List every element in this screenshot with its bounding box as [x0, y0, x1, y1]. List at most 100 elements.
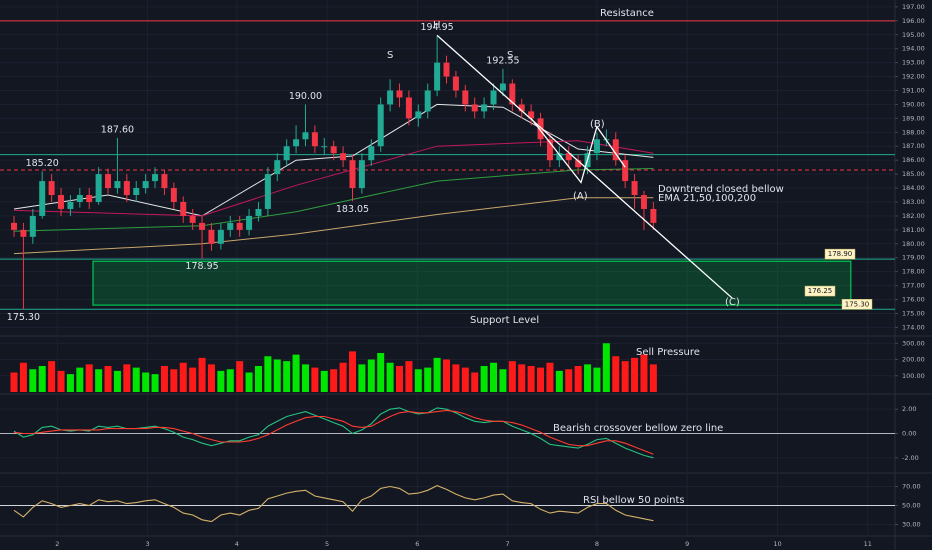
volume-bar	[142, 372, 150, 392]
volume-bar	[198, 357, 206, 392]
annotation: Downtrend closed bellow	[658, 184, 784, 195]
candle-body	[189, 215, 196, 223]
volume-bar	[358, 364, 366, 392]
candle-body	[11, 222, 18, 230]
volume-bar	[396, 366, 404, 392]
candle-body	[368, 146, 375, 161]
candle-body	[48, 181, 55, 196]
y-tick-label: -2.00	[902, 454, 919, 462]
candle-body	[142, 181, 149, 189]
volume-bar	[29, 369, 37, 392]
y-tick-label: 185.00	[902, 170, 925, 178]
candle-body	[546, 139, 553, 161]
y-tick-label: 197.00	[902, 3, 925, 11]
volume-bar	[57, 370, 65, 392]
trend-line	[436, 34, 733, 299]
volume-bar	[273, 359, 281, 392]
volume-bar	[386, 362, 394, 392]
y-tick-label: 200.00	[902, 356, 925, 364]
y-tick-label: 178.00	[902, 268, 925, 276]
x-tick-label: 2	[55, 540, 59, 548]
y-tick-label: 70.00	[902, 483, 921, 491]
y-tick-label: 174.00	[902, 323, 925, 331]
candle-body	[133, 188, 140, 196]
candle-body	[86, 195, 93, 202]
volume-bar	[179, 362, 187, 392]
y-tick-label: 180.00	[902, 240, 925, 248]
candle-body	[199, 222, 206, 230]
annotation: Sell Pressure	[636, 347, 700, 358]
volume-bar	[574, 366, 582, 392]
annotation: EMA 21,50,100,200	[658, 193, 756, 204]
candle-body	[39, 181, 46, 216]
candle-body	[565, 153, 572, 161]
y-tick-label: 30.00	[902, 521, 921, 529]
volume-bar	[104, 366, 112, 392]
annotation: S	[507, 50, 513, 61]
price-label: 178.95	[185, 261, 218, 272]
y-tick-label: 186.00	[902, 156, 925, 164]
volume-bar	[508, 361, 516, 392]
volume-bar	[113, 370, 121, 392]
candle-body	[340, 153, 347, 161]
annotation: (B)	[590, 119, 605, 130]
price-tag-box	[804, 285, 836, 297]
candle-body	[227, 222, 234, 230]
candle-body	[67, 201, 74, 209]
price-label: 187.60	[101, 124, 134, 135]
candle-body	[396, 90, 403, 98]
candle-body	[462, 90, 469, 105]
volume-bar	[217, 370, 225, 392]
support-zone	[92, 260, 852, 306]
y-tick-label: 187.00	[902, 142, 925, 150]
candle-body	[575, 160, 582, 168]
price-label: 192.55	[486, 55, 519, 66]
candle-body	[236, 222, 243, 230]
volume-bar	[471, 372, 479, 392]
x-tick-label: 5	[325, 540, 329, 548]
candle-body	[640, 195, 647, 209]
candle-body	[76, 195, 83, 202]
x-tick-label: 10	[773, 540, 781, 548]
volume-bar	[66, 374, 74, 392]
volume-bar	[283, 361, 291, 392]
price-label: 185.20	[26, 158, 59, 169]
indicator-line	[13, 484, 654, 523]
annotation: Resistance	[600, 8, 654, 19]
volume-bar	[593, 367, 601, 392]
volume-bar	[414, 369, 422, 392]
price-label: 194.95	[420, 22, 453, 33]
y-tick-label: 50.00	[902, 502, 921, 510]
candle-body	[264, 174, 271, 209]
x-tick-label: 8	[595, 540, 599, 548]
volume-bar	[301, 364, 309, 392]
volume-bar	[405, 361, 413, 392]
candle-body	[330, 146, 337, 154]
price-tag: 176.25	[808, 287, 833, 295]
candle-body	[161, 174, 168, 189]
volume-bar	[151, 374, 159, 392]
volume-bar	[518, 364, 526, 392]
price-tag: 175.30	[845, 300, 870, 308]
volume-bar	[649, 364, 657, 392]
y-tick-label: 179.00	[902, 254, 925, 262]
candle-body	[556, 153, 563, 161]
candle-body	[518, 104, 525, 112]
volume-bar	[565, 369, 573, 392]
y-tick-label: 175.00	[902, 309, 925, 317]
candle-body	[321, 146, 328, 148]
candle-body	[29, 215, 36, 237]
volume-bar	[264, 356, 272, 392]
volume-bar	[433, 357, 441, 392]
y-tick-label: 184.00	[902, 184, 925, 192]
y-tick-label: 193.00	[902, 59, 925, 67]
candle-body	[358, 160, 365, 189]
x-tick-label: 7	[506, 540, 510, 548]
volume-bar	[311, 367, 319, 392]
volume-bar	[19, 362, 27, 392]
volume-bar	[640, 354, 648, 392]
candle-body	[311, 132, 318, 147]
candle-body	[377, 104, 384, 147]
annotation: (A)	[573, 191, 588, 202]
